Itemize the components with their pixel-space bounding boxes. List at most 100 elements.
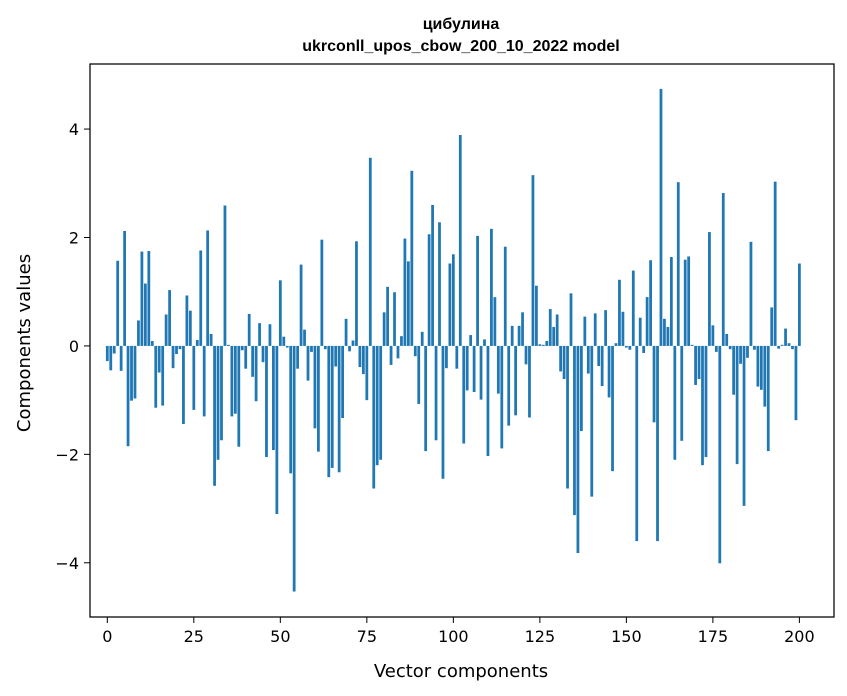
bar-103	[462, 345, 466, 444]
bar-144	[604, 310, 607, 346]
bar-72	[355, 241, 358, 346]
bar-102	[458, 135, 462, 346]
bar-34	[223, 205, 227, 346]
bar-65	[330, 345, 334, 468]
plot-frame	[89, 63, 835, 618]
bar-138	[583, 316, 587, 346]
bar-57	[303, 329, 306, 346]
bar-91	[420, 331, 424, 346]
bar-52	[285, 345, 289, 348]
bar-45	[261, 345, 265, 363]
bar-2	[112, 345, 116, 354]
bar-86	[403, 238, 407, 346]
bar-58	[306, 345, 310, 381]
bar-129	[552, 326, 556, 346]
bar-194	[777, 345, 781, 349]
bar-77	[372, 345, 376, 489]
bar-152	[631, 270, 635, 346]
bar-199	[794, 345, 798, 421]
bar-35	[227, 344, 230, 346]
bar-90	[417, 345, 421, 404]
bar-38	[237, 345, 241, 447]
bar-5	[123, 230, 126, 346]
x-tick-label: 200	[784, 627, 815, 646]
x-tick-label: 125	[525, 627, 556, 646]
bar-145	[607, 345, 611, 398]
x-axis-ticks: 0 25 50 75 100 125 150 175 200	[102, 617, 815, 646]
bar-193	[773, 181, 777, 346]
bar-197	[787, 343, 791, 346]
bar-21	[178, 345, 182, 350]
bar-26	[195, 339, 199, 346]
bar-135	[573, 345, 576, 516]
bar-169	[690, 344, 694, 346]
y-axis-label: Components values	[14, 254, 35, 432]
bar-172	[701, 345, 704, 466]
bar-0	[105, 345, 109, 362]
bar-130	[555, 314, 559, 346]
bar-188	[756, 345, 760, 387]
bar-184	[742, 345, 746, 506]
bar-182	[735, 345, 739, 465]
y-tick-label: 4	[69, 120, 79, 139]
bar-99	[448, 263, 452, 346]
bar-117	[510, 325, 514, 346]
x-tick-label: 150	[611, 627, 642, 646]
bar-146	[611, 345, 614, 472]
bar-81	[386, 286, 389, 346]
bar-32	[216, 345, 220, 460]
y-tick-label: −2	[55, 445, 79, 464]
bar-159	[656, 345, 659, 542]
bar-24	[188, 310, 192, 346]
bar-29	[206, 230, 210, 346]
bar-128	[548, 309, 552, 346]
bar-47	[268, 324, 272, 346]
bar-10	[140, 251, 144, 346]
bar-136	[576, 345, 580, 554]
bar-190	[763, 345, 767, 407]
bar-119	[517, 325, 521, 346]
x-tick-label: 100	[438, 627, 469, 646]
bar-109	[483, 339, 486, 346]
bar-78	[375, 345, 379, 466]
bar-121	[524, 345, 528, 365]
bar-186	[749, 241, 753, 346]
bar-143	[600, 345, 604, 387]
bar-93	[427, 234, 431, 346]
bar-89	[413, 345, 417, 357]
bar-11	[143, 283, 147, 346]
bar-18	[168, 290, 171, 346]
bar-55	[296, 345, 300, 369]
bar-177	[718, 345, 722, 564]
bar-142	[597, 345, 601, 366]
y-axis-ticks: −4 −2 0 2 4	[55, 120, 90, 573]
bar-67	[337, 345, 341, 473]
bar-12	[147, 251, 151, 346]
bar-191	[766, 345, 770, 452]
bar-27	[199, 250, 203, 346]
bar-120	[521, 312, 524, 346]
bar-16	[161, 345, 165, 406]
bar-62	[320, 239, 324, 346]
bar-168	[687, 256, 691, 346]
bar-124	[535, 285, 538, 346]
bar-127	[545, 341, 549, 346]
bar-139	[586, 345, 590, 374]
bar-31	[213, 345, 216, 486]
y-tick-label: −4	[55, 554, 79, 573]
bar-147	[614, 343, 618, 346]
bar-104	[465, 345, 469, 391]
bar-7	[130, 345, 133, 401]
bar-39	[240, 345, 244, 351]
bar-13	[150, 341, 154, 346]
bar-44	[258, 323, 261, 346]
bar-195	[780, 344, 784, 346]
bar-113	[496, 345, 500, 394]
bar-88	[410, 170, 414, 346]
bar-9	[137, 320, 140, 346]
bar-97	[441, 345, 445, 479]
bar-106	[472, 345, 476, 392]
bar-48	[272, 345, 275, 451]
bar-167	[683, 259, 687, 346]
bar-69	[344, 318, 348, 346]
